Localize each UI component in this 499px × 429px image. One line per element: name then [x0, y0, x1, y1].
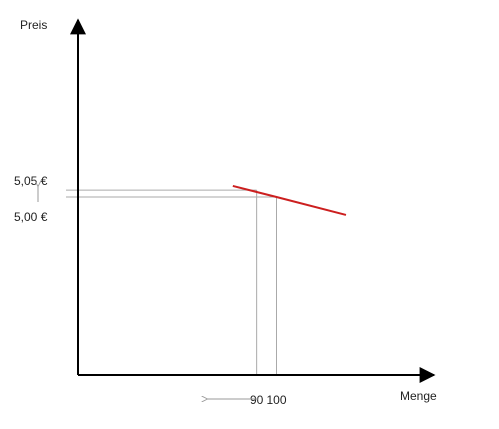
demand-line: [232, 184, 347, 216]
x-tick-labels: 90 100: [250, 393, 287, 407]
y-axis-title: Preis: [20, 18, 47, 32]
series-layer: [232, 184, 347, 216]
guide-lines: [66, 189, 277, 375]
y-tick-labels: 5,05 € 5,00 €: [14, 174, 48, 224]
x-axis-title: Menge: [400, 389, 437, 403]
x-tick-label: 100: [266, 393, 286, 407]
x-tick-label: 90: [250, 393, 264, 407]
y-tick-label: 5,05 €: [14, 174, 48, 188]
y-tick-label: 5,00 €: [14, 210, 48, 224]
